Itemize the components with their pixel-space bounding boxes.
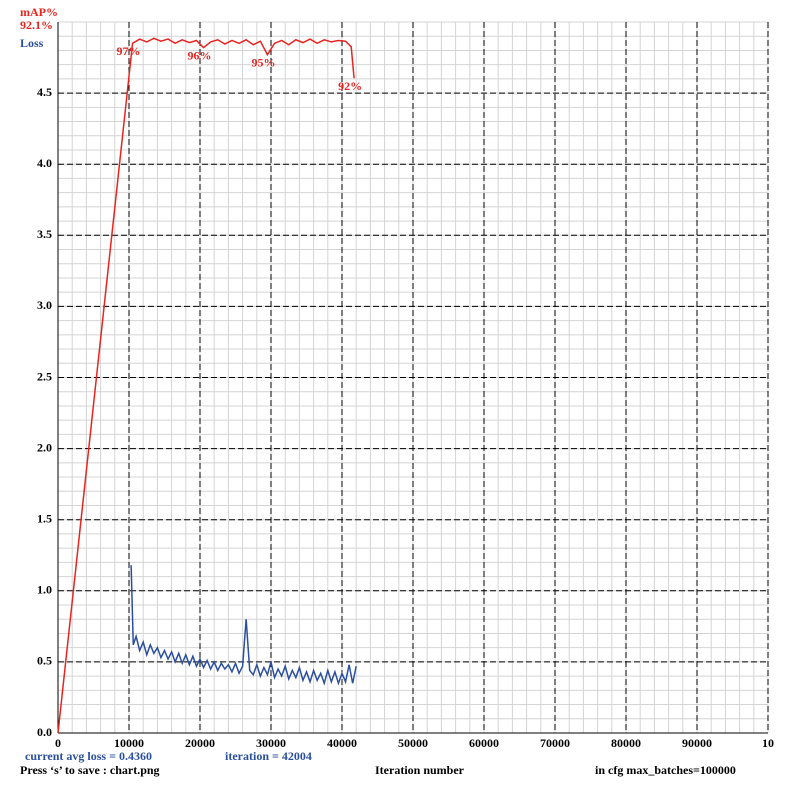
x-tick-label: 90000: [682, 736, 712, 750]
grid: [57, 21, 769, 734]
x-tick-label: 50000: [398, 736, 428, 750]
x-tick-label: 80000: [611, 736, 641, 750]
y-tick-label: 4.5: [37, 85, 52, 99]
map-value-label: 97%: [117, 44, 141, 58]
y-tick-label: 2.5: [37, 369, 52, 383]
x-tick-label: 10000: [114, 736, 144, 750]
x-axis-label: Iteration number: [375, 763, 465, 777]
y-tick-label: 0.0: [37, 725, 52, 739]
y-tick-label: 3.0: [37, 298, 52, 312]
y-tick-label: 1.5: [37, 511, 52, 525]
map-line: [57, 37, 355, 734]
x-tick-label: 10: [762, 736, 774, 750]
x-tick-label: 30000: [256, 736, 286, 750]
save-hint: Press ‘s’ to save : chart.png: [20, 763, 160, 777]
x-tick-label: 20000: [185, 736, 215, 750]
iteration: iteration = 42004: [225, 749, 312, 763]
map-value-label: 95%: [251, 55, 275, 69]
loss-line: [130, 565, 357, 686]
legend-loss: Loss: [20, 36, 44, 50]
x-tick-label: 70000: [540, 736, 570, 750]
x-tick-label: 0: [55, 736, 61, 750]
y-tick-label: 0.5: [37, 654, 52, 668]
avg-loss: current avg loss = 0.4360: [25, 749, 152, 763]
y-tick-label: 4.0: [37, 156, 52, 170]
map-value-label: 96%: [188, 48, 212, 62]
y-tick-label: 2.0: [37, 440, 52, 454]
y-tick-label: 1.0: [37, 583, 52, 597]
map-value-label: 92%: [338, 79, 362, 93]
y-tick-label: 3.5: [37, 227, 52, 241]
x-tick-label: 40000: [327, 736, 357, 750]
max-batches: in cfg max_batches=100000: [595, 763, 736, 777]
legend-map: mAP%: [20, 5, 58, 19]
x-tick-label: 60000: [469, 736, 499, 750]
current-map: 92.1%: [20, 18, 53, 32]
